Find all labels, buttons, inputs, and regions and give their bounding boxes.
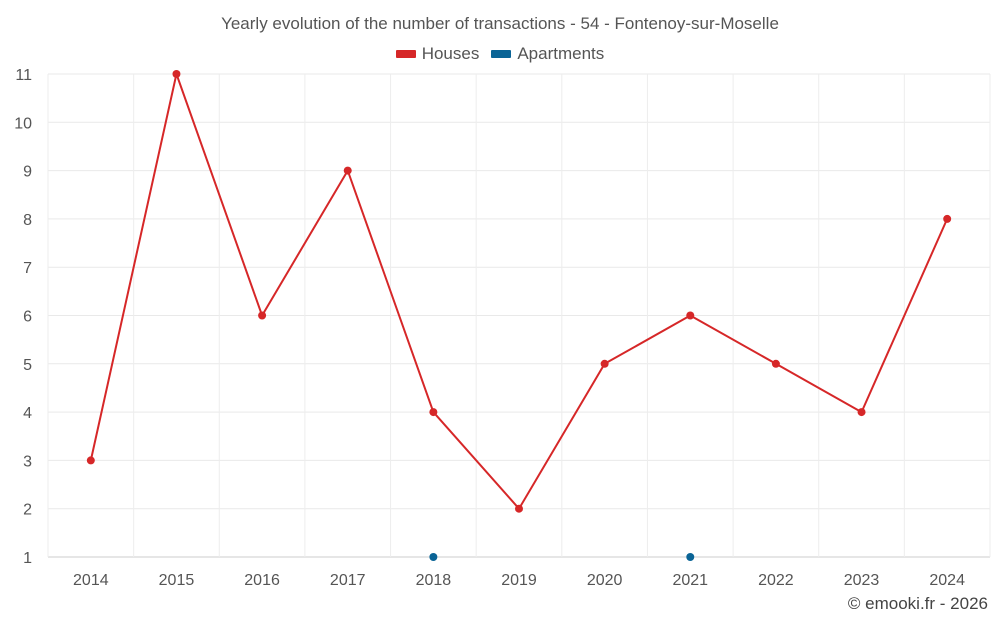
y-tick-label: 11 bbox=[15, 67, 32, 84]
legend-label-apartments: Apartments bbox=[517, 44, 605, 63]
data-point-houses bbox=[429, 408, 438, 417]
legend-swatch-houses bbox=[395, 50, 416, 58]
x-tick-label: 2014 bbox=[73, 572, 109, 589]
data-point-houses bbox=[943, 214, 952, 223]
data-point-houses bbox=[343, 166, 352, 175]
data-point-houses bbox=[857, 408, 866, 417]
chart-title: Yearly evolution of the number of transa… bbox=[221, 14, 779, 33]
x-tick-label: 2020 bbox=[587, 572, 623, 589]
y-tick-label: 9 bbox=[23, 164, 32, 181]
y-tick-label: 2 bbox=[23, 502, 32, 519]
x-tick-label: 2023 bbox=[844, 572, 880, 589]
legend-label-houses: Houses bbox=[421, 44, 480, 63]
data-point-apartments bbox=[429, 553, 438, 561]
legend-swatch-apartments bbox=[491, 50, 512, 58]
x-tick-label: 2022 bbox=[758, 572, 794, 589]
data-point-houses bbox=[172, 70, 181, 78]
y-tick-label: 10 bbox=[14, 115, 32, 132]
y-tick-label: 5 bbox=[23, 357, 32, 374]
y-tick-label: 8 bbox=[23, 212, 32, 229]
x-tick-label: 2021 bbox=[672, 572, 708, 589]
y-tick-label: 3 bbox=[23, 453, 32, 470]
legend-item-apartments[interactable]: Apartments bbox=[491, 44, 604, 64]
data-point-houses bbox=[515, 504, 523, 513]
data-point-houses bbox=[258, 311, 267, 320]
legend: Houses Apartments bbox=[0, 44, 1000, 64]
data-point-apartments bbox=[686, 553, 695, 561]
data-point-houses bbox=[86, 456, 95, 465]
y-tick-label: 4 bbox=[23, 405, 32, 422]
y-tick-label: 7 bbox=[23, 260, 32, 277]
x-tick-label: 2024 bbox=[929, 572, 965, 589]
x-tick-label: 2015 bbox=[159, 572, 195, 589]
x-tick-label: 2019 bbox=[501, 572, 537, 589]
x-tick-label: 2016 bbox=[244, 572, 280, 589]
y-tick-label: 6 bbox=[23, 309, 32, 326]
data-point-houses bbox=[600, 359, 609, 368]
data-point-houses bbox=[686, 311, 695, 320]
credit-text: © emooki.fr - 2026 bbox=[847, 594, 988, 613]
x-tick-label: 2018 bbox=[416, 572, 452, 589]
legend-item-houses[interactable]: Houses bbox=[395, 44, 480, 64]
y-tick-label: 1 bbox=[23, 550, 32, 567]
x-tick-label: 2017 bbox=[330, 572, 366, 589]
data-point-houses bbox=[771, 359, 780, 368]
